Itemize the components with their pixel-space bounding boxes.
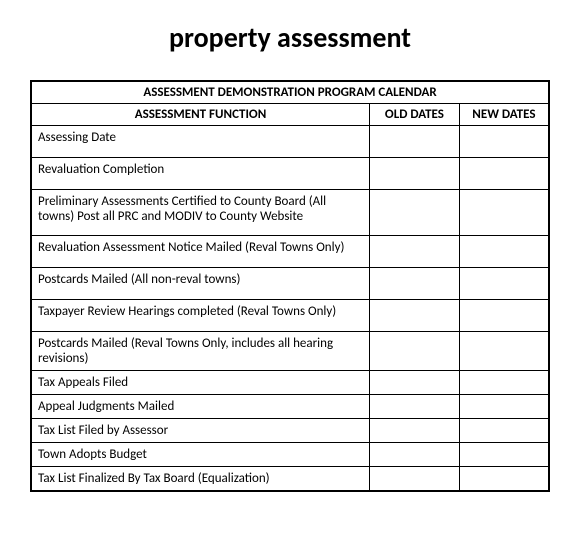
cell-old-dates xyxy=(370,236,460,268)
table-row: Taxpayer Review Hearings completed (Reva… xyxy=(31,300,549,332)
cell-new-dates xyxy=(459,190,549,236)
table-row: Revaluation Assessment Notice Mailed (Re… xyxy=(31,236,549,268)
cell-function: Town Adopts Budget xyxy=(31,443,370,467)
table-body: Assessing DateRevaluation CompletionPrel… xyxy=(31,126,549,492)
table-row: Assessing Date xyxy=(31,126,549,158)
table-row: Tax List Filed by Assessor xyxy=(31,419,549,443)
cell-function: Tax Appeals Filed xyxy=(31,371,370,395)
cell-old-dates xyxy=(370,268,460,300)
cell-new-dates xyxy=(459,419,549,443)
page-title: property assessment xyxy=(30,20,550,55)
cell-new-dates xyxy=(459,443,549,467)
table-row: Tax Appeals Filed xyxy=(31,371,549,395)
cell-old-dates xyxy=(370,332,460,371)
cell-function: Revaluation Assessment Notice Mailed (Re… xyxy=(31,236,370,268)
cell-new-dates xyxy=(459,268,549,300)
assessment-table: ASSESSMENT DEMONSTRATION PROGRAM CALENDA… xyxy=(30,80,550,492)
column-header-old-dates: OLD DATES xyxy=(370,104,460,126)
cell-new-dates xyxy=(459,126,549,158)
table-row: Revaluation Completion xyxy=(31,158,549,190)
cell-new-dates xyxy=(459,467,549,492)
cell-new-dates xyxy=(459,158,549,190)
cell-old-dates xyxy=(370,467,460,492)
cell-function: Taxpayer Review Hearings completed (Reva… xyxy=(31,300,370,332)
cell-old-dates xyxy=(370,443,460,467)
cell-old-dates xyxy=(370,126,460,158)
cell-new-dates xyxy=(459,300,549,332)
cell-old-dates xyxy=(370,300,460,332)
cell-new-dates xyxy=(459,332,549,371)
cell-function: Revaluation Completion xyxy=(31,158,370,190)
table-row: Town Adopts Budget xyxy=(31,443,549,467)
table-row: Appeal Judgments Mailed xyxy=(31,395,549,419)
column-header-new-dates: NEW DATES xyxy=(459,104,549,126)
cell-function: Assessing Date xyxy=(31,126,370,158)
table-row: Postcards Mailed (All non-reval towns) xyxy=(31,268,549,300)
cell-function: Tax List Filed by Assessor xyxy=(31,419,370,443)
cell-old-dates xyxy=(370,395,460,419)
cell-new-dates xyxy=(459,395,549,419)
cell-function: Tax List Finalized By Tax Board (Equaliz… xyxy=(31,467,370,492)
cell-old-dates xyxy=(370,371,460,395)
table-caption: ASSESSMENT DEMONSTRATION PROGRAM CALENDA… xyxy=(31,81,549,104)
cell-new-dates xyxy=(459,236,549,268)
cell-new-dates xyxy=(459,371,549,395)
cell-old-dates xyxy=(370,419,460,443)
table-row: Postcards Mailed (Reval Towns Only, incl… xyxy=(31,332,549,371)
cell-function: Postcards Mailed (All non-reval towns) xyxy=(31,268,370,300)
column-header-function: ASSESSMENT FUNCTION xyxy=(31,104,370,126)
cell-old-dates xyxy=(370,158,460,190)
cell-function: Postcards Mailed (Reval Towns Only, incl… xyxy=(31,332,370,371)
cell-function: Preliminary Assessments Certified to Cou… xyxy=(31,190,370,236)
cell-function: Appeal Judgments Mailed xyxy=(31,395,370,419)
cell-old-dates xyxy=(370,190,460,236)
table-row: Preliminary Assessments Certified to Cou… xyxy=(31,190,549,236)
table-row: Tax List Finalized By Tax Board (Equaliz… xyxy=(31,467,549,492)
